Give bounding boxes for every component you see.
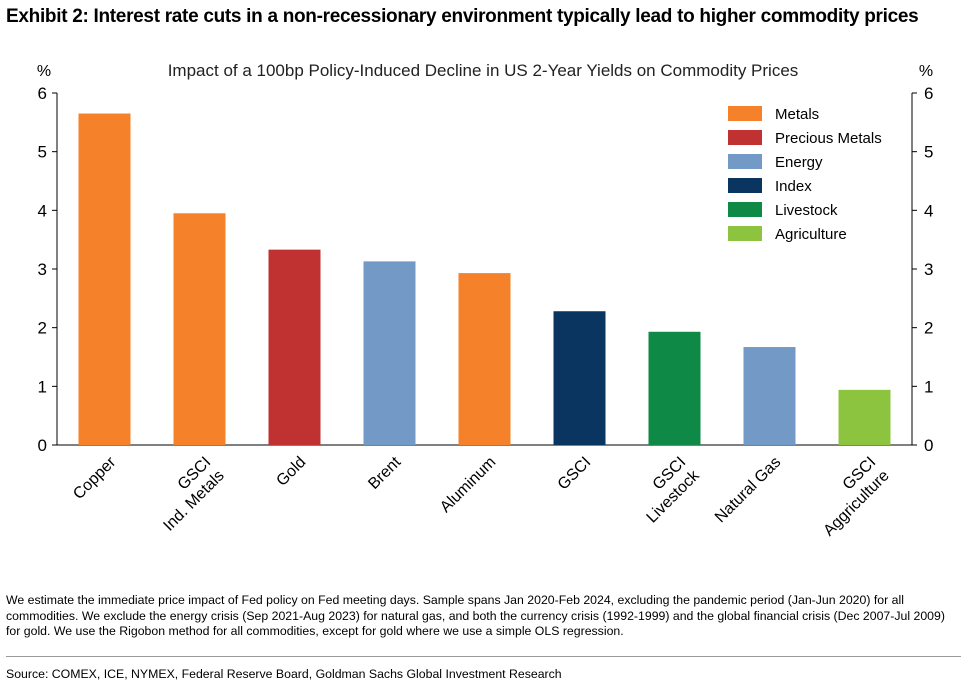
legend-label: Livestock <box>775 202 838 219</box>
bar <box>648 331 701 445</box>
bar <box>553 311 606 445</box>
bar <box>268 249 321 445</box>
legend-swatch <box>728 202 762 217</box>
legend: Metals Precious Metals Energy Index Livestoc… <box>728 106 882 243</box>
bar <box>363 261 416 445</box>
legend-label: Index <box>775 178 812 195</box>
y-tick-label-right: 5 <box>924 143 933 162</box>
y-tick-label-right: 6 <box>924 84 933 103</box>
y-tick-label-left: 3 <box>38 260 47 279</box>
y-tick-label-right: 4 <box>924 201 933 220</box>
chart-note: We estimate the immediate price impact o… <box>6 593 945 638</box>
y-tick-label-left: 6 <box>38 84 47 103</box>
legend-label: Metals <box>775 106 819 123</box>
source-line: Source: COMEX, ICE, NYMEX, Federal Reser… <box>6 667 562 681</box>
x-tick-label: Gold <box>273 454 309 490</box>
y-tick-label-right: 0 <box>924 436 933 455</box>
y-tick-label-right: 3 <box>924 260 933 279</box>
x-tick-label: GSCI <box>555 454 595 494</box>
x-tick-label-line: GSCI <box>555 454 595 494</box>
bar <box>173 213 226 445</box>
y-tick-label-left: 4 <box>38 201 47 220</box>
x-tick-label: GSCILivestock <box>630 453 703 526</box>
legend-swatch <box>728 178 762 193</box>
legend-label: Precious Metals <box>775 130 882 147</box>
legend-swatch <box>728 130 762 145</box>
bar <box>458 273 511 445</box>
legend-swatch <box>728 226 762 241</box>
bar <box>78 113 131 446</box>
x-tick-label: Natural Gas <box>712 454 784 526</box>
exhibit-title: Exhibit 2: Interest rate cuts in a non-r… <box>6 6 919 27</box>
x-tick-label: Brent <box>365 453 404 492</box>
x-tick-label-line: Brent <box>365 453 404 492</box>
chart-title: Impact of a 100bp Policy-Induced Decline… <box>168 61 799 80</box>
bar-chart: Impact of a 100bp Policy-Induced Decline… <box>37 61 934 540</box>
y-tick-label-right: 1 <box>924 377 933 396</box>
x-tick-label: Copper <box>70 453 120 503</box>
legend-swatch <box>728 154 762 169</box>
legend-label: Agriculture <box>775 226 847 243</box>
legend-label: Energy <box>775 154 823 171</box>
y-axis-right-unit: % <box>919 63 933 80</box>
y-axis-left-unit: % <box>37 63 51 80</box>
x-axis-labels: Copper GSCIInd. Metals Gold Brent Aluminum GS… <box>70 453 893 540</box>
legend-swatch <box>728 106 762 121</box>
bars <box>78 113 891 446</box>
y-tick-label-right: 2 <box>924 319 933 338</box>
bar <box>838 389 891 445</box>
x-tick-label: GSCIAggriculture <box>807 454 893 540</box>
y-tick-label-left: 2 <box>38 319 47 338</box>
y-tick-label-left: 5 <box>38 143 47 162</box>
x-tick-label: GSCIInd. Metals <box>147 454 228 535</box>
x-tick-label-line: Gold <box>273 454 309 490</box>
divider <box>6 656 961 657</box>
x-tick-label-line: Natural Gas <box>712 454 784 526</box>
x-tick-label: Aluminum <box>437 454 499 516</box>
x-tick-label-line: Copper <box>70 453 120 503</box>
y-tick-label-left: 0 <box>38 436 47 455</box>
x-tick-label-line: Aluminum <box>437 454 499 516</box>
y-tick-label-left: 1 <box>38 377 47 396</box>
bar <box>743 347 796 445</box>
